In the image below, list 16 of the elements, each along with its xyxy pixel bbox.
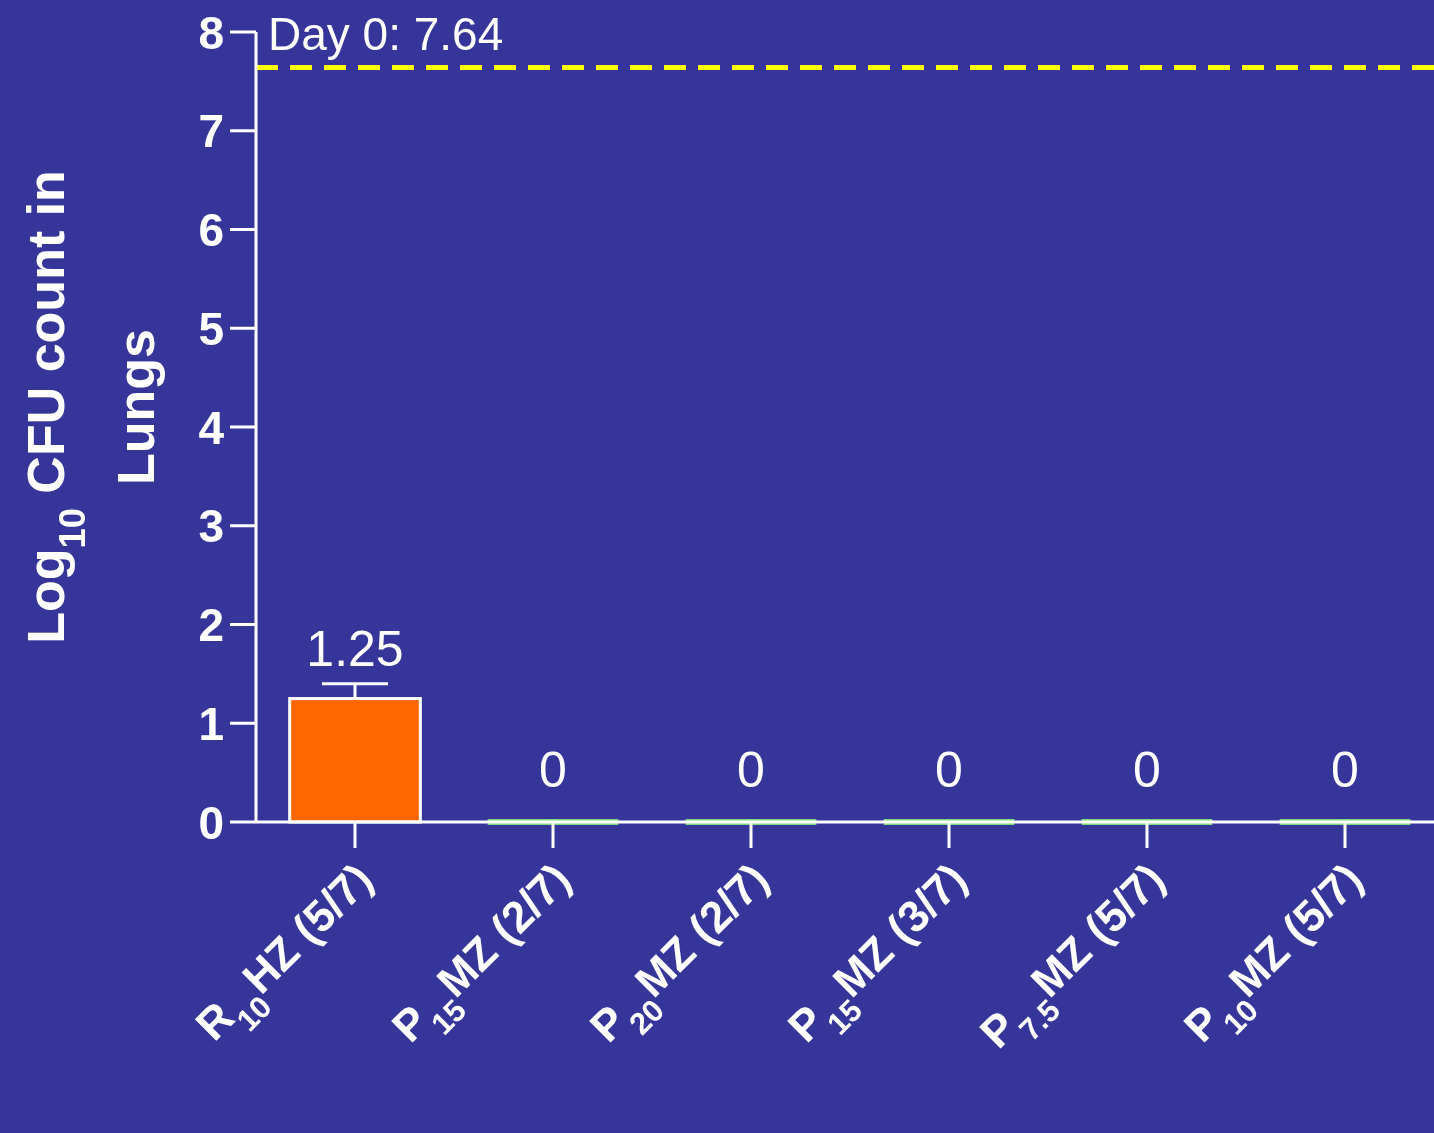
y-tick-label: 7 (198, 105, 224, 158)
y-tick-label: 4 (198, 401, 225, 454)
data-label: 0 (737, 742, 765, 798)
data-label: 0 (539, 742, 567, 798)
data-label: 0 (1331, 742, 1359, 798)
y-tick-label: 5 (198, 302, 224, 355)
y-tick-label: 0 (198, 796, 224, 849)
data-label: 0 (935, 742, 963, 798)
y-tick-label: 8 (198, 6, 224, 59)
data-label: 1.25 (306, 620, 404, 677)
y-tick-label: 1 (198, 697, 224, 750)
y-tick-label: 6 (198, 204, 224, 257)
data-label: 0 (1133, 742, 1161, 798)
ref-line-label: Day 0: 7.64 (268, 7, 504, 60)
y-tick-label: 2 (198, 599, 224, 652)
y-tick-label: 3 (198, 500, 224, 553)
